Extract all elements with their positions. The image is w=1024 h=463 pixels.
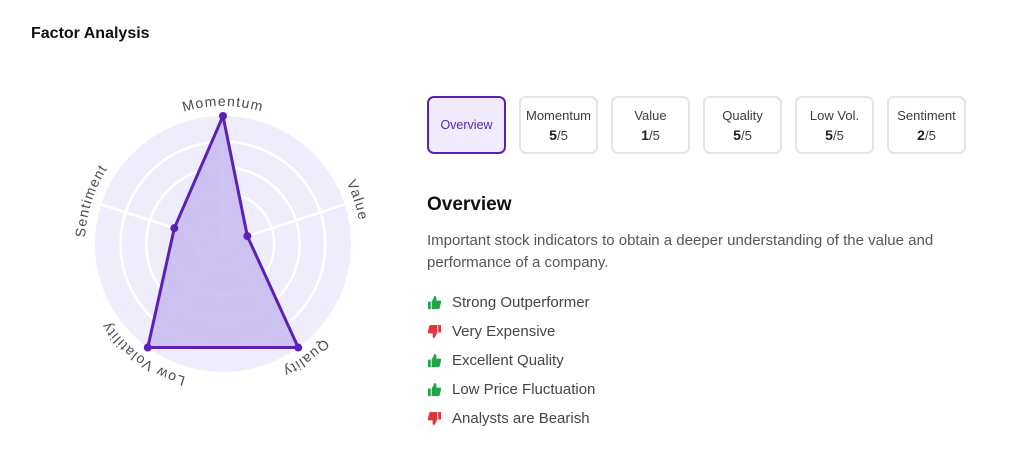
radar-point-sentiment (170, 224, 179, 233)
tab-label: Momentum (525, 107, 592, 123)
tab-label: Value (634, 107, 667, 123)
overview-title: Overview (427, 194, 512, 215)
tab-score: 1/5 (641, 126, 660, 143)
insight-item: Low Price Fluctuation (427, 375, 595, 404)
insight-item: Analysts are Bearish (427, 404, 595, 433)
tab-label: Sentiment (897, 107, 956, 123)
insight-text: Strong Outperformer (452, 294, 590, 311)
tab-quality[interactable]: Quality 5/5 (703, 96, 782, 154)
thumbs-up-icon (427, 295, 442, 310)
insight-item: Excellent Quality (427, 346, 595, 375)
tab-score: 5/5 (549, 126, 568, 143)
tab-momentum[interactable]: Momentum 5/5 (519, 96, 598, 154)
radar-point-quality (294, 343, 303, 352)
factor-tabs: Overview Momentum 5/5 Value 1/5 Quality 5/5 Low… (427, 96, 966, 154)
thumbs-up-icon (427, 353, 442, 368)
thumbs-up-icon (427, 382, 442, 397)
radar-data-polygon (146, 114, 300, 350)
thumbs-down-icon (427, 324, 442, 339)
insight-item: Very Expensive (427, 317, 595, 346)
radar-point-value (243, 232, 252, 241)
insight-list: Strong Outperformer Very Expensive Excelle… (427, 288, 595, 433)
overview-description: Important stock indicators to obtain a d… (427, 232, 934, 271)
tab-label: Quality (722, 107, 763, 123)
tab-score: 5/5 (733, 126, 752, 143)
insight-text: Analysts are Bearish (452, 410, 590, 427)
radar-axis-label: Value (344, 177, 372, 222)
radar-point-momentum (219, 112, 227, 120)
section-title: Factor Analysis (31, 25, 150, 42)
thumbs-down-icon (427, 411, 442, 426)
tab-low-vol[interactable]: Low Vol. 5/5 (795, 96, 874, 154)
insight-text: Low Price Fluctuation (452, 381, 596, 398)
tab-score: 5/5 (825, 126, 844, 143)
insight-item: Strong Outperformer (427, 288, 595, 317)
insight-text: Very Expensive (452, 323, 556, 340)
radar-axis-label: Momentum (181, 93, 266, 115)
tab-overview[interactable]: Overview (427, 96, 506, 154)
tab-sentiment[interactable]: Sentiment 2/5 (887, 96, 966, 154)
insight-text: Excellent Quality (452, 352, 564, 369)
tab-label: Low Vol. (809, 107, 860, 123)
tab-value[interactable]: Value 1/5 (611, 96, 690, 154)
tab-score: 2/5 (917, 126, 936, 143)
tab-label: Overview (440, 118, 493, 132)
radar-point-low-volatility (143, 343, 152, 352)
